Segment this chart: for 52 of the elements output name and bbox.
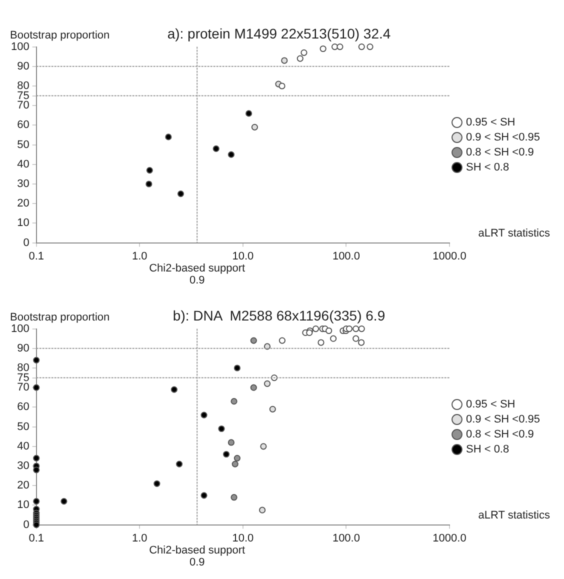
y-tick-label: 75	[17, 372, 30, 384]
legend-label: 0.95 < SH	[466, 398, 516, 411]
legend-label: 0.8 < SH <0.9	[466, 428, 534, 441]
x-axis-title: aLRT statistics	[478, 509, 550, 522]
y-tick-label: 90	[17, 342, 30, 354]
y-tick-label: 30	[17, 460, 30, 472]
y-tick-label: 0	[23, 236, 30, 249]
y-tick-label: 40	[17, 440, 30, 452]
y-tick-label: 0	[23, 518, 30, 531]
y-tick-label: 70	[17, 100, 30, 112]
y-tick-label: 60	[17, 119, 30, 132]
x-tick-label: 1000.0	[432, 250, 466, 262]
x-tick-label: 10.0	[232, 532, 254, 544]
y-tick-label: 100	[10, 40, 30, 53]
y-tick-label: 75	[17, 90, 30, 102]
y-tick-label: 20	[17, 198, 30, 210]
chart-title: a): protein M1499 22x513(510) 32.4	[167, 25, 391, 42]
y-axis-title: Bootstrap proportion	[10, 311, 110, 324]
legend-label: 0.8 < SH <0.9	[466, 146, 534, 159]
y-tick-label: 60	[17, 401, 30, 414]
y-tick-label: 80	[17, 362, 30, 374]
y-tick-label: 50	[17, 138, 30, 151]
y-tick-label: 10	[17, 217, 30, 230]
y-tick-label: 70	[17, 382, 30, 394]
x-tick-label: 0.1	[28, 250, 44, 262]
text: Chi2-based support	[149, 262, 246, 274]
y-tick-label: 40	[17, 158, 30, 170]
x-tick-label: 100.0	[332, 532, 360, 544]
x-tick-label: 100.0	[332, 250, 360, 262]
x-tick-label: 1.0	[132, 532, 148, 544]
text: Chi2-based support	[149, 544, 246, 556]
y-tick-label: 80	[17, 80, 30, 92]
y-axis-title: Bootstrap proportion	[10, 29, 110, 42]
text: 0.9	[189, 274, 205, 286]
y-tick-label: 100	[10, 322, 30, 335]
legend-label: SH < 0.8	[466, 162, 510, 174]
legend-label: 0.9 < SH <0.95	[466, 132, 540, 144]
x-tick-label: 1.0	[132, 250, 148, 262]
x-tick-label: 0.1	[28, 532, 44, 544]
y-tick-label: 30	[17, 178, 30, 190]
x-axis-title: aLRT statistics	[478, 227, 550, 240]
y-tick-label: 50	[17, 420, 30, 433]
chart-title: b): DNA M2588 68x1196(335) 6.9	[172, 307, 386, 324]
text: 0.9	[189, 556, 205, 568]
legend-label: 0.9 < SH <0.95	[466, 414, 540, 426]
x-tick-label: 10.0	[232, 250, 254, 262]
y-tick-label: 90	[17, 60, 30, 72]
y-tick-label: 20	[17, 480, 30, 492]
x-tick-label: 1000.0	[432, 532, 466, 544]
legend-label: SH < 0.8	[466, 444, 510, 456]
legend-label: 0.95 < SH	[466, 116, 516, 129]
y-tick-label: 10	[17, 499, 30, 512]
